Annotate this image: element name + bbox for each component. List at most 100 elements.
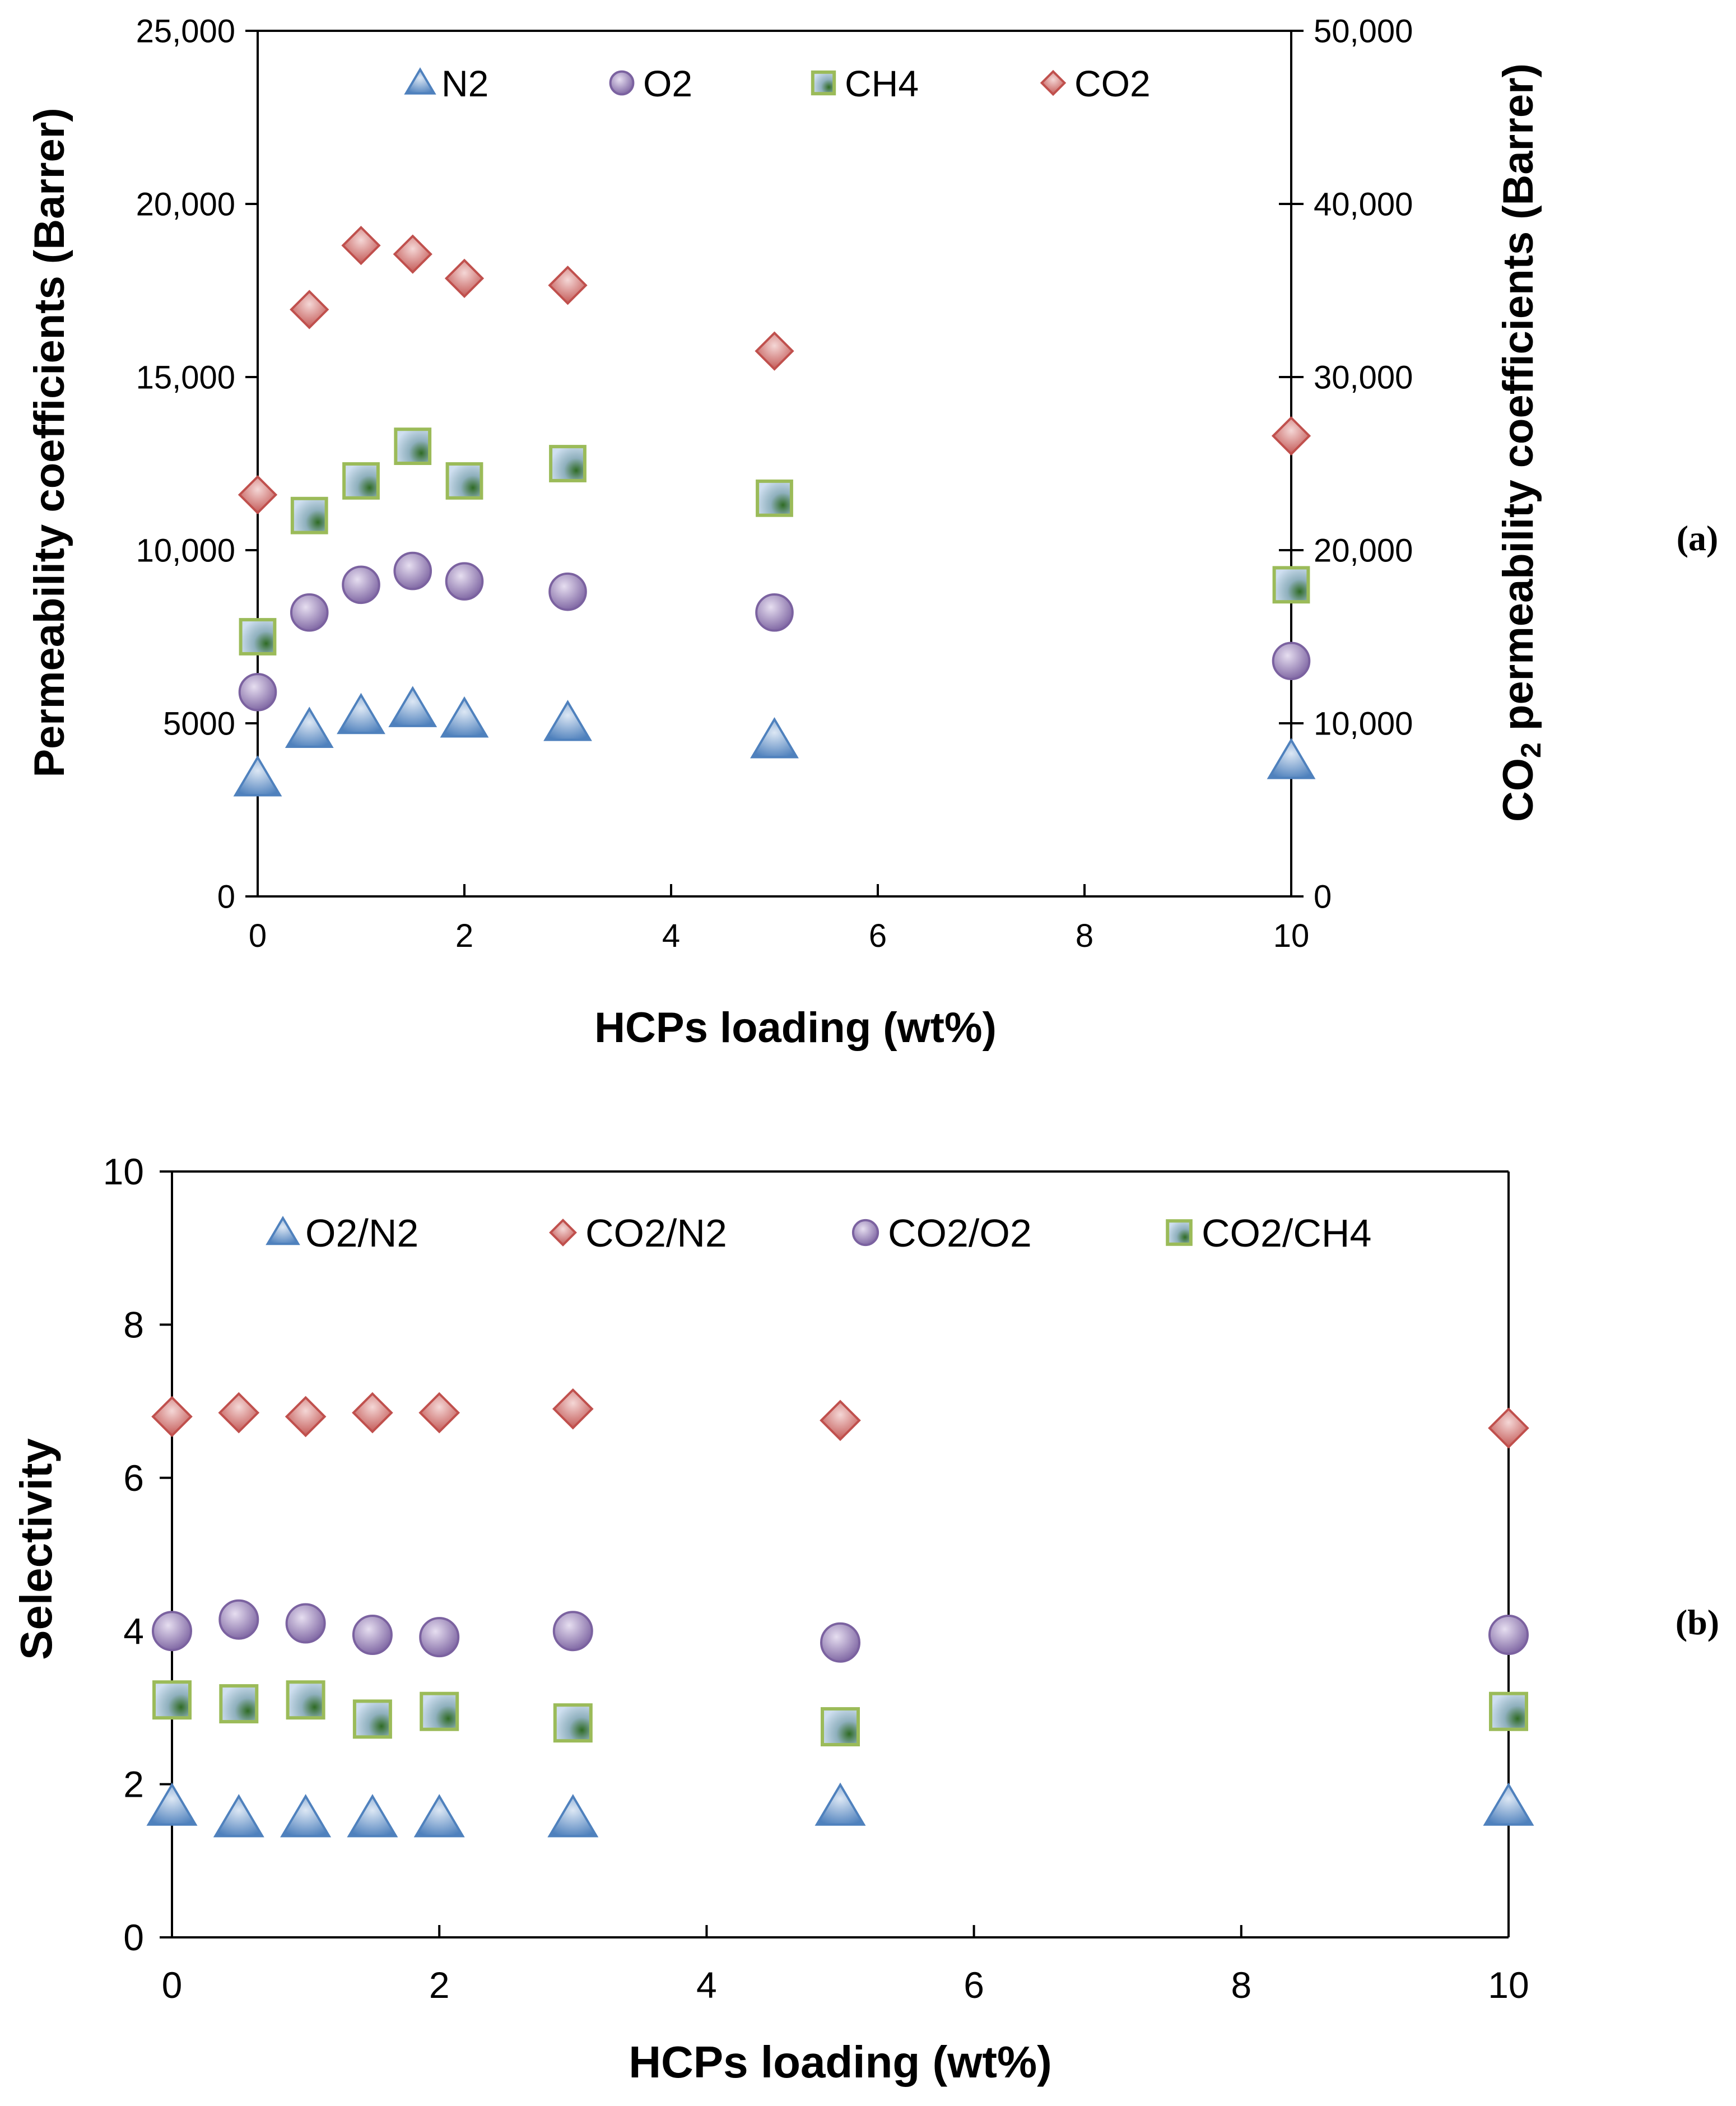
data-point [547,1794,599,1838]
data-point [213,1794,264,1838]
data-point [218,1599,259,1640]
data-point [1271,416,1311,456]
legend-entry: CO2/O2 [851,1211,1032,1255]
y-tick-label: 0 [217,878,235,915]
panel-a-tag: (a) [1677,518,1719,558]
panel-a-y-axis-label: Permeability coefficients (Barrer) [26,108,73,777]
y-tick-label: 2 [123,1764,144,1805]
x-tick-label: 4 [696,1964,717,2006]
y-tick-label: 5000 [163,705,235,742]
legend-label: N2 [441,63,488,104]
y2-tick-label: 0 [1314,878,1332,915]
data-point [750,717,799,759]
data-point [342,462,380,500]
series-o2 [238,551,1311,712]
panel-a-x-axis-label: HCPs loading (wt%) [594,1004,997,1052]
data-point [151,1396,193,1438]
panel-a-x-tick-labels: 0 2 4 6 8 10 [249,918,1309,954]
data-point [444,258,485,298]
legend-marker [609,70,635,96]
data-point [552,1388,594,1430]
data-point [549,445,587,482]
data-point [352,1392,393,1434]
y2-tick-label: 20,000 [1314,532,1413,569]
data-point [420,1691,459,1731]
legend-entry: CO2/CH4 [1166,1211,1371,1255]
x-tick-label: 6 [964,1964,984,2006]
data-point [352,1615,393,1656]
data-point [1272,641,1311,681]
legend-marker [266,1216,300,1245]
data-point [1272,566,1310,604]
data-point [290,496,328,534]
x-tick-label: 0 [249,918,267,954]
legend-entry: CO2/N2 [549,1211,727,1255]
panel-b-y-axis-label: Selectivity [11,1438,61,1660]
data-point [820,1400,861,1442]
y-tick-label: 10,000 [136,532,235,569]
panel-b-axes [160,1170,1510,1938]
legend-label: O2 [643,63,692,104]
data-point [445,562,484,601]
data-point [543,700,592,741]
legend-marker [1040,69,1067,96]
y-tick-label: 4 [123,1610,144,1652]
data-point [352,1699,392,1739]
data-point [347,1794,398,1838]
data-point [393,234,432,274]
legend-label: CO2/N2 [585,1211,727,1255]
panel-a-y2-axis-label: CO2 permeability coefficients (Barrer) [1495,63,1547,822]
data-point [1488,1407,1529,1449]
series-co2-n2 [151,1388,1529,1449]
data-point [820,1622,860,1663]
x-tick-label: 0 [162,1964,183,2006]
data-point [219,1684,259,1724]
legend-marker [1166,1219,1193,1246]
y-tick-label: 8 [123,1304,144,1346]
data-point [1488,1615,1529,1656]
x-tick-label: 8 [1076,918,1093,954]
data-point [285,1603,326,1644]
y2-tick-label: 50,000 [1314,13,1413,49]
legend-entry: O2 [609,63,692,104]
y2-tick-label: 10,000 [1314,705,1413,742]
y2-label-subscript: 2 [1515,742,1547,758]
data-point [152,1611,192,1652]
legend-marker [404,67,436,95]
data-point [418,1392,460,1434]
y-tick-label: 15,000 [136,359,235,396]
panel-b-x-axis-label: HCPs loading (wt%) [629,2037,1052,2087]
data-point [341,226,381,266]
panel-b-tag: (b) [1676,1602,1719,1642]
legend-entry: O2/N2 [266,1211,418,1255]
y-tick-label: 6 [123,1457,144,1499]
series-co2-ch4 [152,1680,1528,1747]
data-point [548,266,588,305]
data-point [285,1396,327,1438]
data-point [218,1392,260,1434]
legend-label: CO2/CH4 [1202,1211,1371,1255]
data-point [445,462,483,500]
series-ch4 [239,427,1310,655]
legend-label: CO2/O2 [888,1211,1032,1255]
data-point [239,618,277,655]
data-point [815,1782,866,1826]
data-point [1489,1691,1528,1731]
data-point [553,1703,593,1743]
data-point [290,593,329,632]
data-point [552,1611,593,1652]
panel-b-y-tick-labels: 0 2 4 6 8 10 [103,1151,144,1958]
panel-b-chart: 0 2 4 6 8 10 0 2 4 6 8 10 O2/N2 CO2/N2 CO2/O2 CO2/CH4… [11,1151,1719,2087]
series-n2 [233,686,1316,797]
legend-label: O2/N2 [305,1211,418,1255]
data-point [280,1794,332,1838]
x-tick-label: 2 [429,1964,450,2006]
panel-a-legend: N2 O2 CH4 CO2 [404,63,1151,104]
data-point [394,427,432,466]
y2-tick-label: 30,000 [1314,359,1413,396]
data-point [286,1680,325,1720]
data-point [337,692,385,734]
data-point [152,1680,192,1720]
x-tick-label: 10 [1488,1964,1529,2006]
panel-a-y-tick-labels: 0 5000 10,000 15,000 20,000 25,000 [136,13,235,915]
